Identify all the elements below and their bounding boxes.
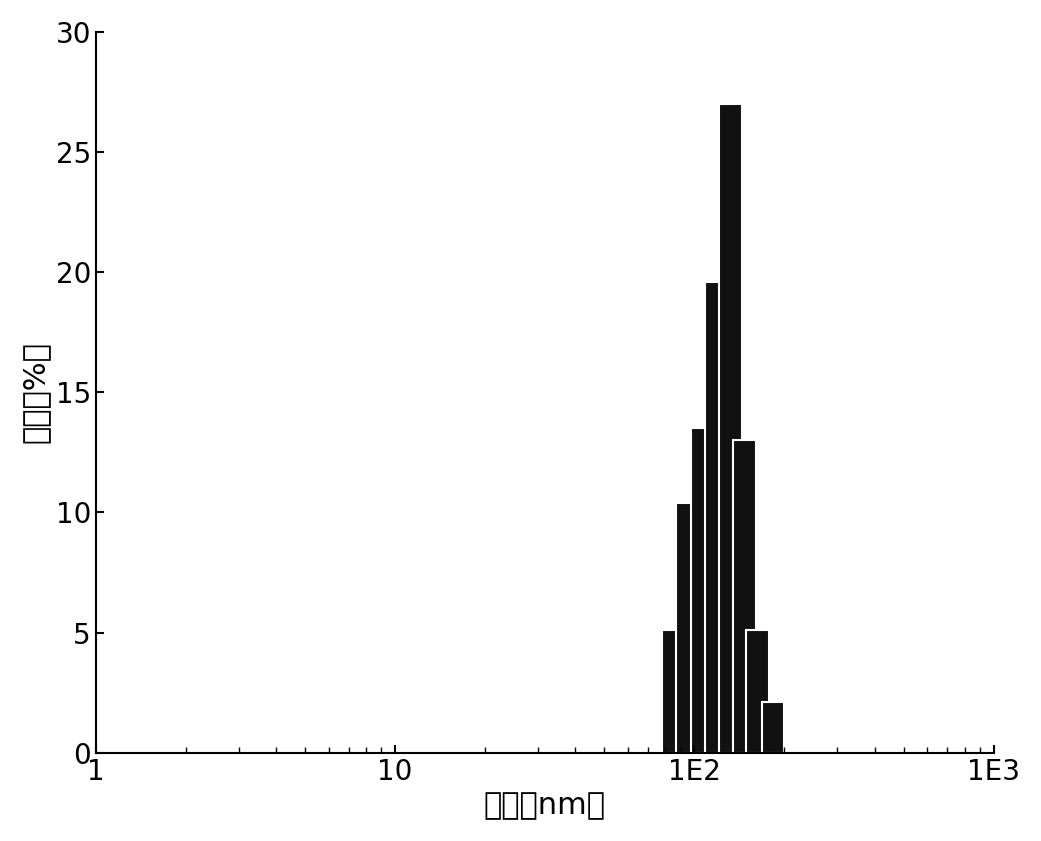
Bar — [733, 441, 756, 753]
Bar — [762, 702, 784, 753]
Bar — [719, 104, 742, 753]
X-axis label: 粒径（nm）: 粒径（nm） — [484, 791, 606, 820]
Bar — [690, 428, 713, 753]
Bar — [677, 503, 700, 753]
Y-axis label: 强度（%）: 强度（%） — [21, 341, 50, 443]
Bar — [746, 630, 769, 753]
Bar — [662, 630, 685, 753]
Bar — [705, 282, 728, 753]
